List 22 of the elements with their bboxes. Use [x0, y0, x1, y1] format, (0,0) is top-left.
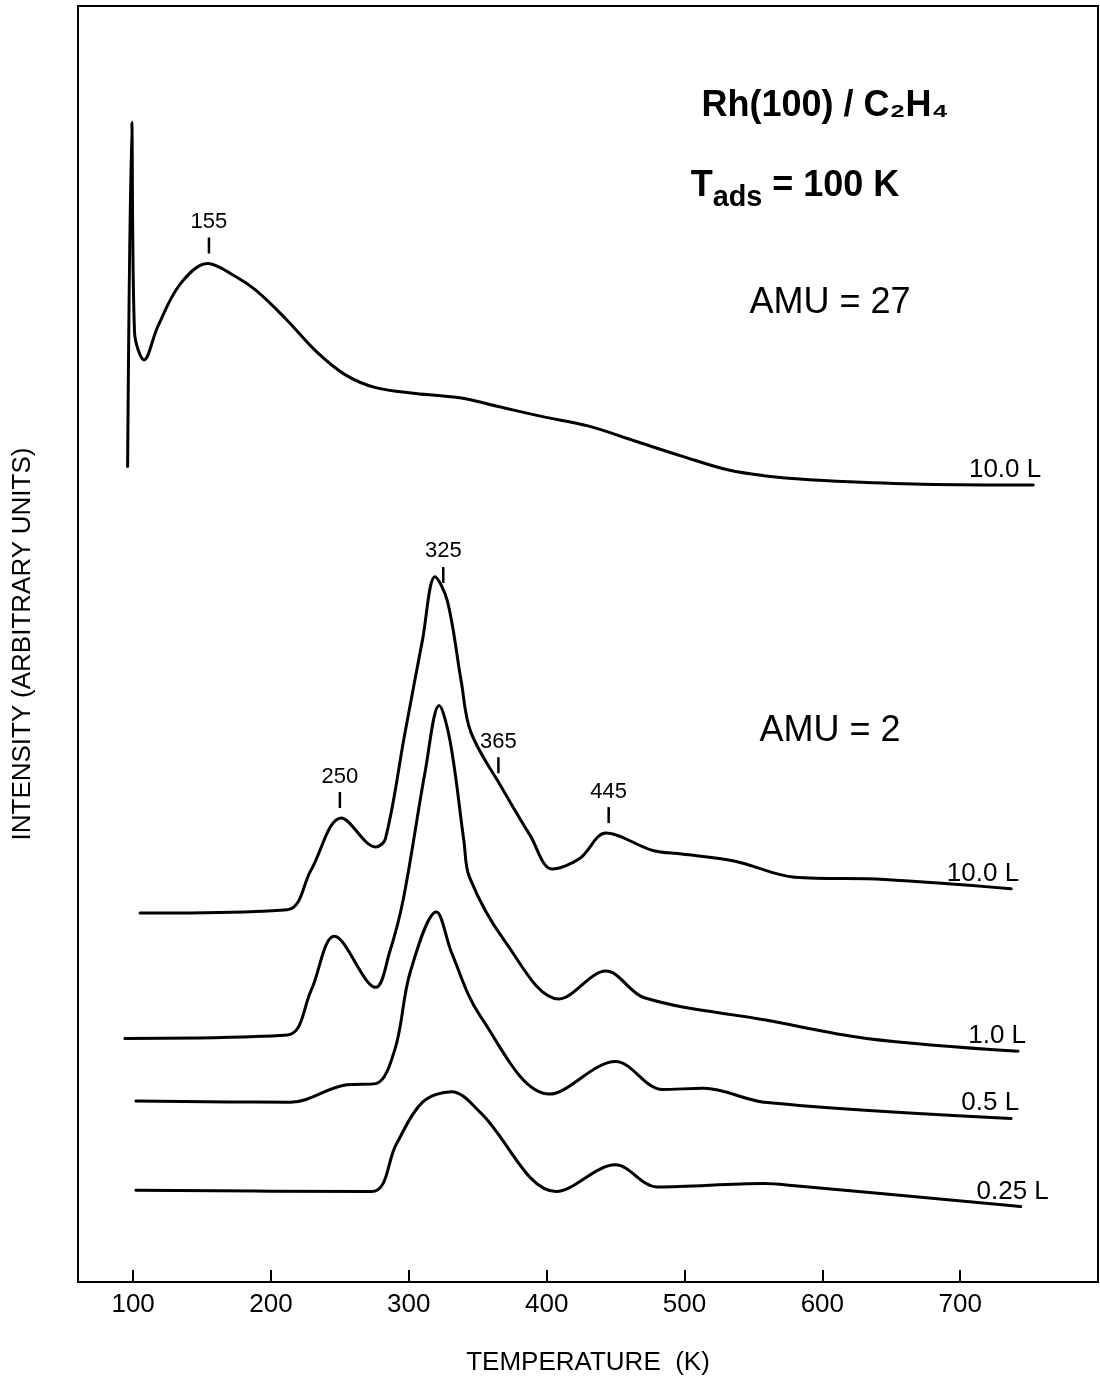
x-tick-label: 100 — [111, 1288, 155, 1318]
annotation: 365 — [480, 727, 517, 753]
x-tick-label: 300 — [387, 1288, 431, 1318]
annotation: AMU = 2 — [759, 707, 901, 749]
series-label: 0.25 L — [976, 1174, 1049, 1205]
x-axis-title: TEMPERATURE (K) — [466, 1346, 710, 1376]
series-label: 0.5 L — [961, 1086, 1020, 1117]
chart-title: Rh(100) / C₂H₄ — [701, 83, 949, 125]
x-tick-label: 400 — [524, 1288, 569, 1318]
x-tick-label: 700 — [938, 1288, 982, 1318]
x-tick-label: 500 — [662, 1288, 707, 1318]
x-tick-label: 600 — [800, 1288, 845, 1318]
series-label: 1.0 L — [968, 1019, 1027, 1050]
x-tick-label: 200 — [249, 1288, 293, 1318]
series-label: 10.0 L — [968, 453, 1042, 484]
series-label: 10.0 L — [946, 856, 1020, 887]
annotation: 445 — [590, 777, 628, 803]
y-axis-title: INTENSITY (ARBITRARY UNITS) — [6, 447, 36, 841]
annotation: 155 — [190, 208, 228, 234]
annotation: 250 — [321, 762, 359, 788]
annotation: 325 — [424, 537, 462, 563]
annotation: AMU = 27 — [749, 279, 911, 321]
